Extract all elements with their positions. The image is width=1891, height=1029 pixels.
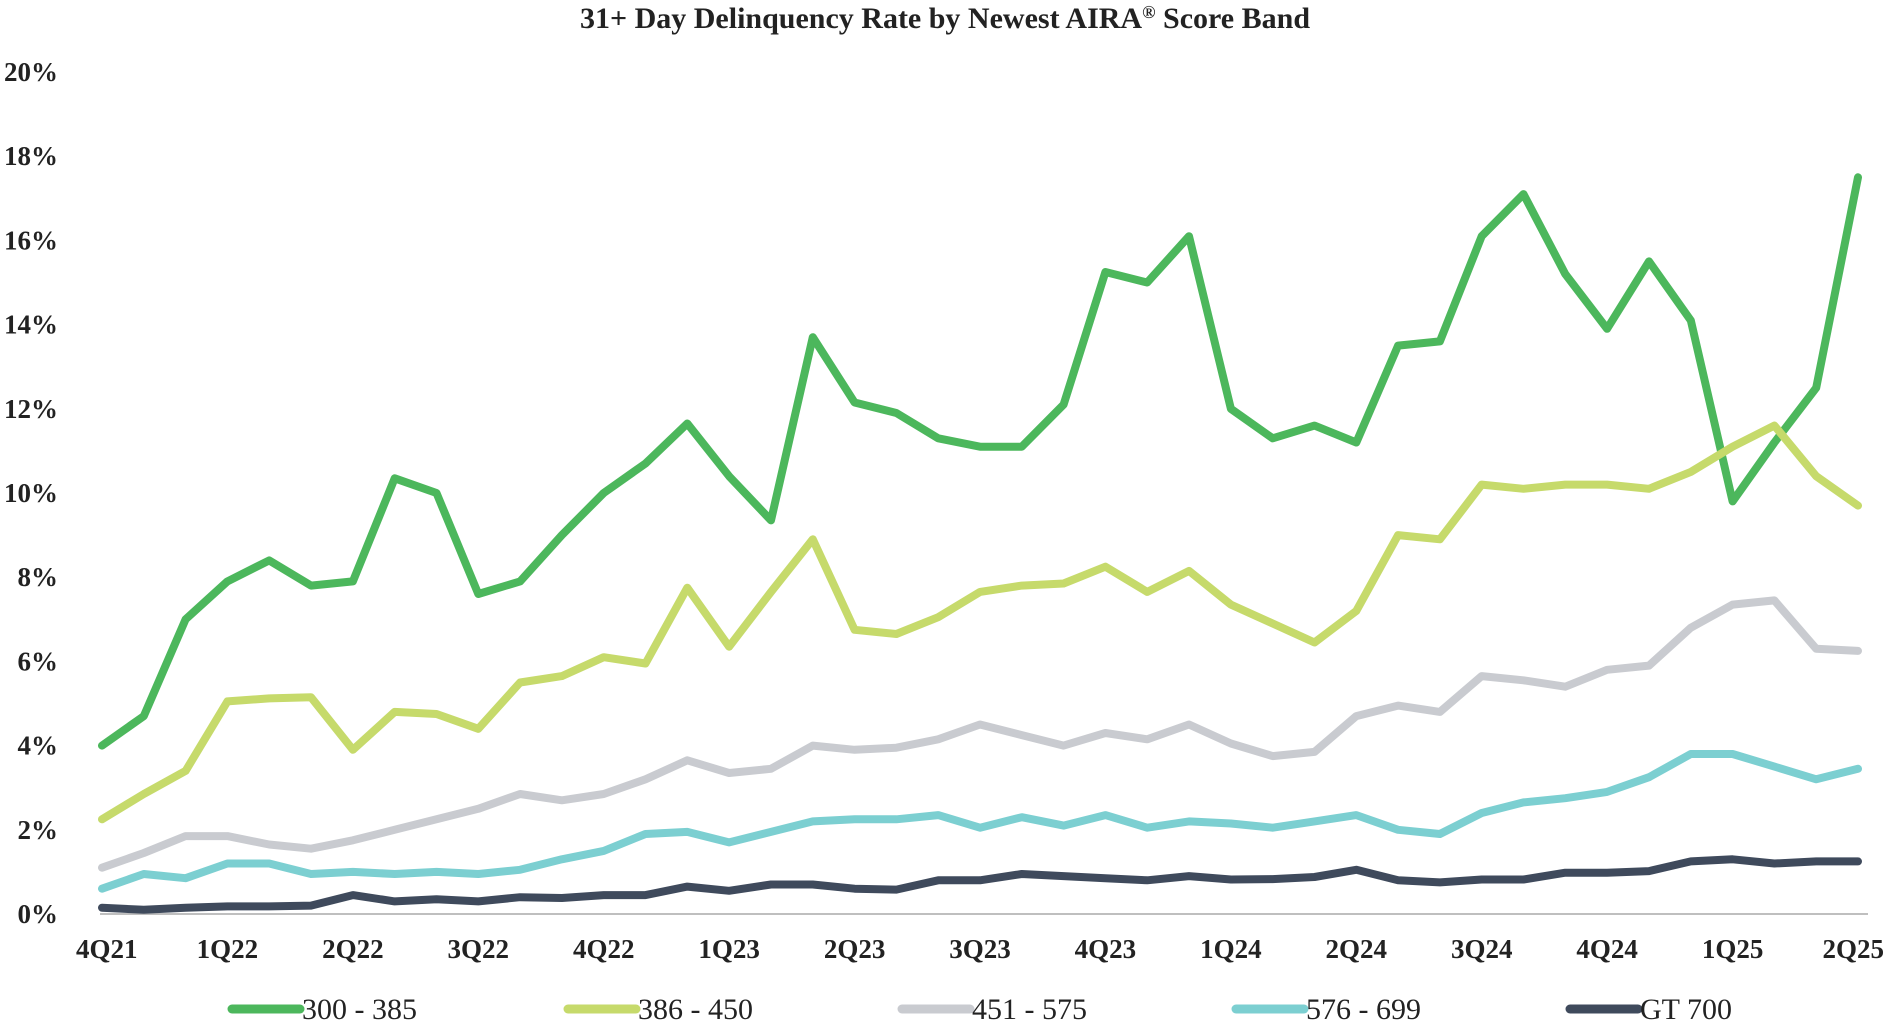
x-tick-label: 2Q22 <box>322 934 384 964</box>
x-tick-label: 2Q24 <box>1326 934 1388 964</box>
x-axis: 4Q21 1Q22 2Q22 3Q22 4Q22 1Q23 2Q23 3Q23 4Q23 1Q24… <box>76 913 1884 964</box>
series-line <box>98 596 1862 872</box>
x-tick-label: 1Q25 <box>1702 934 1764 964</box>
y-tick-label: 10% <box>4 478 58 508</box>
y-tick-label: 2% <box>18 815 59 845</box>
series-group <box>98 173 1862 914</box>
series-line <box>98 750 1862 893</box>
legend-label: 576 - 699 <box>1306 993 1421 1026</box>
legend-label: 300 - 385 <box>302 993 417 1026</box>
y-axis: 0% 2% 4% 6% 8% 10% 12% 14% 16% 18% 20% <box>4 57 58 929</box>
x-tick-label: 3Q23 <box>949 934 1011 964</box>
series-line <box>98 421 1862 824</box>
y-tick-label: 0% <box>18 899 59 929</box>
x-tick-label: 2Q23 <box>824 934 886 964</box>
y-tick-label: 6% <box>18 646 59 676</box>
x-tick-label: 4Q22 <box>573 934 635 964</box>
y-tick-label: 8% <box>18 562 59 592</box>
legend-label: 451 - 575 <box>972 993 1087 1026</box>
x-tick-label: 4Q23 <box>1075 934 1137 964</box>
legend-label: 386 - 450 <box>638 993 753 1026</box>
chart-title-tail: Score Band <box>1156 2 1311 35</box>
y-tick-label: 4% <box>18 731 59 761</box>
x-tick-label: 3Q22 <box>448 934 510 964</box>
x-tick-label: 4Q21 <box>76 934 138 964</box>
chart-title-sup: ® <box>1142 2 1155 22</box>
x-tick-label: 1Q22 <box>197 934 259 964</box>
x-tick-label: 3Q24 <box>1451 934 1513 964</box>
chart-title: 31+ Day Delinquency Rate by Newest AIRA®… <box>580 2 1310 35</box>
legend: 300 - 385 386 - 450 451 - 575 576 - 699 GT 7… <box>227 993 1732 1026</box>
chart-title-main: 31+ Day Delinquency Rate by Newest AIRA <box>580 2 1142 35</box>
series-line <box>98 855 1862 914</box>
x-tick-label: 4Q24 <box>1576 934 1638 964</box>
y-tick-label: 20% <box>4 57 58 87</box>
x-tick-label: 1Q24 <box>1200 934 1262 964</box>
x-tick-label: 2Q25 <box>1822 934 1884 964</box>
y-tick-label: 14% <box>4 310 58 340</box>
y-tick-label: 12% <box>4 394 58 424</box>
series-line <box>98 173 1862 750</box>
y-tick-label: 18% <box>4 141 58 171</box>
legend-label: GT 700 <box>1640 993 1732 1026</box>
y-tick-label: 16% <box>4 225 58 255</box>
x-tick-label: 1Q23 <box>698 934 760 964</box>
